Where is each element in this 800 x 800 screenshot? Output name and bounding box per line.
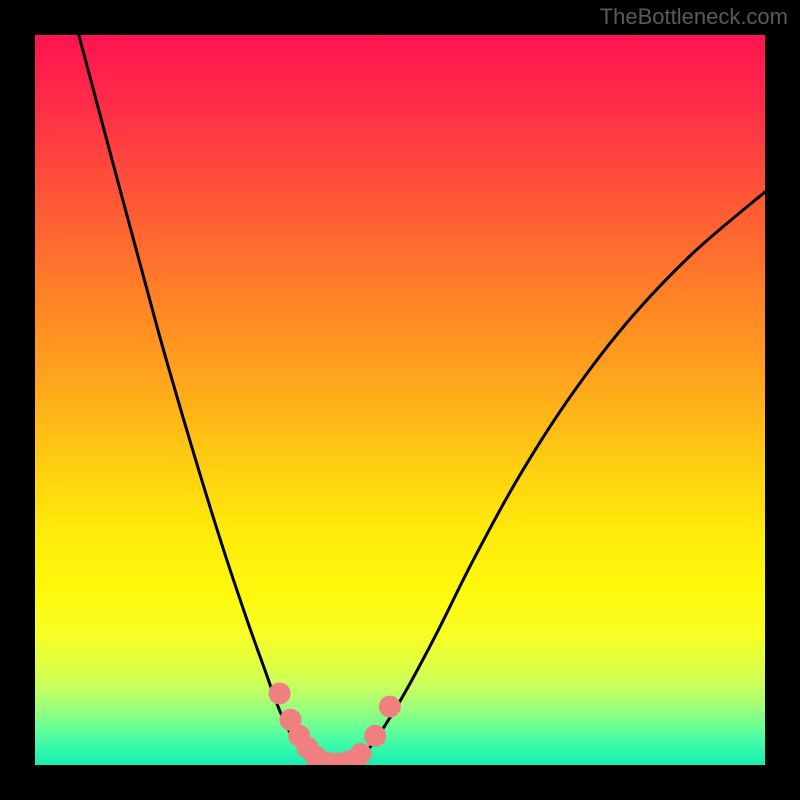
watermark-text: TheBottleneck.com [600,4,788,30]
data-marker [364,725,386,747]
data-marker [379,696,401,718]
bottleneck-curve [79,35,765,765]
data-markers [269,682,401,765]
chart-container: TheBottleneck.com [0,0,800,800]
plot-area [35,35,765,765]
data-marker [269,682,291,704]
data-marker [350,743,372,765]
curves-layer [35,35,765,765]
